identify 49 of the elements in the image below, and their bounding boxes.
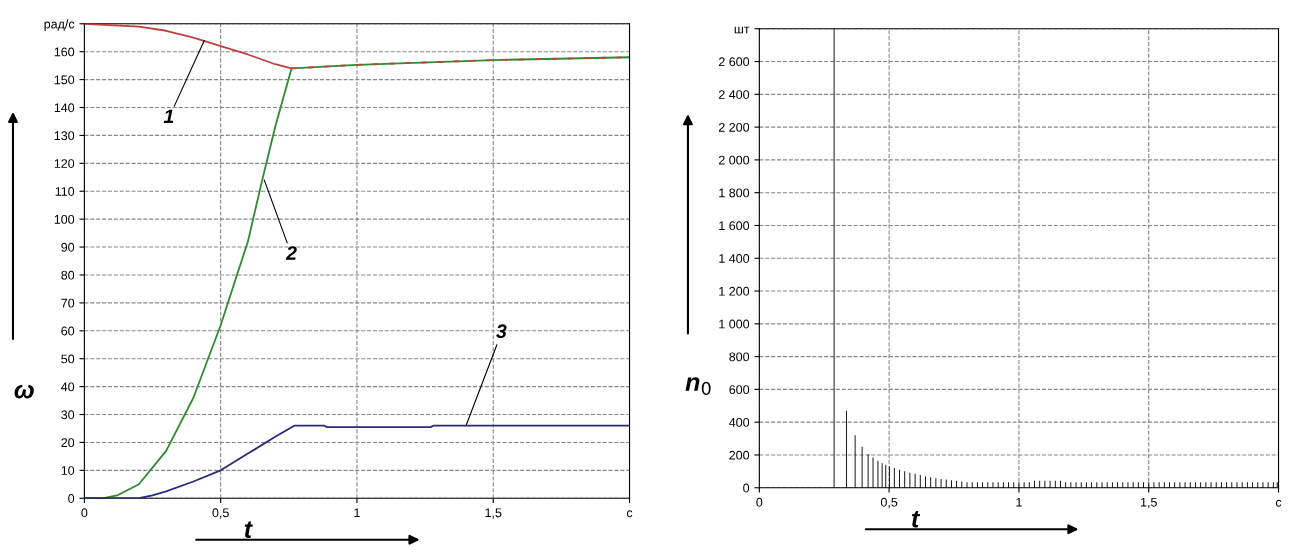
y-tick-label: 600 <box>729 385 750 395</box>
y-tick-label: 120 <box>54 159 75 168</box>
y-tick-label: 1 400 <box>719 254 750 263</box>
y-tick-label: шт <box>734 26 750 34</box>
y-tick-label: 400 <box>729 417 750 427</box>
y-tick-label: 2 000 <box>718 155 750 165</box>
x-tick-label: 0 <box>81 508 88 518</box>
y-tick-label: 200 <box>729 450 750 460</box>
annotation: 1 <box>163 109 174 124</box>
x-tick-label: с <box>626 510 633 518</box>
y-tick-label: 70 <box>61 298 75 308</box>
y-tick-label: 1 000 <box>719 319 750 329</box>
y-tick-label: 1 600 <box>719 221 750 231</box>
y-tick-label: 10 <box>61 466 75 475</box>
x-tick-label: 1 <box>1016 497 1022 507</box>
y-tick-label: 60 <box>61 326 75 336</box>
y-tick-label: 100 <box>54 214 75 224</box>
y-tick-label: 2 600 <box>718 57 750 67</box>
y-axis-title: ω <box>14 384 34 399</box>
annotation: 2 <box>285 246 297 260</box>
x-tick-label: 1,5 <box>485 508 502 519</box>
y-axis-title: n$_{0}$ <box>685 377 711 396</box>
y-tick-label: 150 <box>54 75 75 85</box>
y-tick-label: 2 200 <box>718 122 750 132</box>
y-tick-label: 50 <box>61 354 75 364</box>
x-tick-label: 1,5 <box>1141 497 1157 509</box>
annotation: 3 <box>496 324 507 339</box>
y-tick-label: 30 <box>61 410 75 420</box>
y-tick-label: 1 800 <box>719 188 750 198</box>
y-tick-label: 800 <box>729 352 750 362</box>
x-tick-label: с <box>1275 499 1282 507</box>
x-tick-label: 0,5 <box>880 497 898 509</box>
y-tick-label: рад/с <box>44 19 75 31</box>
y-tick-label: 160 <box>54 47 75 57</box>
y-tick-label: 2 400 <box>718 90 750 99</box>
y-tick-label: 140 <box>54 103 75 113</box>
x-tick-label: 0,5 <box>212 508 229 519</box>
y-tick-label: 40 <box>61 382 75 392</box>
y-tick-label: 80 <box>61 270 75 280</box>
y-tick-label: 20 <box>61 438 75 448</box>
y-tick-label: 130 <box>54 131 75 141</box>
y-tick-label: 1 200 <box>719 286 750 296</box>
x-tick-label: 0 <box>756 497 763 507</box>
x-axis-title: t <box>244 521 253 538</box>
x-tick-label: 1 <box>354 508 360 518</box>
x-axis-title: t <box>911 510 921 528</box>
y-tick-label: 110 <box>55 187 75 196</box>
y-tick-label: 90 <box>61 242 75 252</box>
y-tick-label: 0 <box>743 483 750 493</box>
